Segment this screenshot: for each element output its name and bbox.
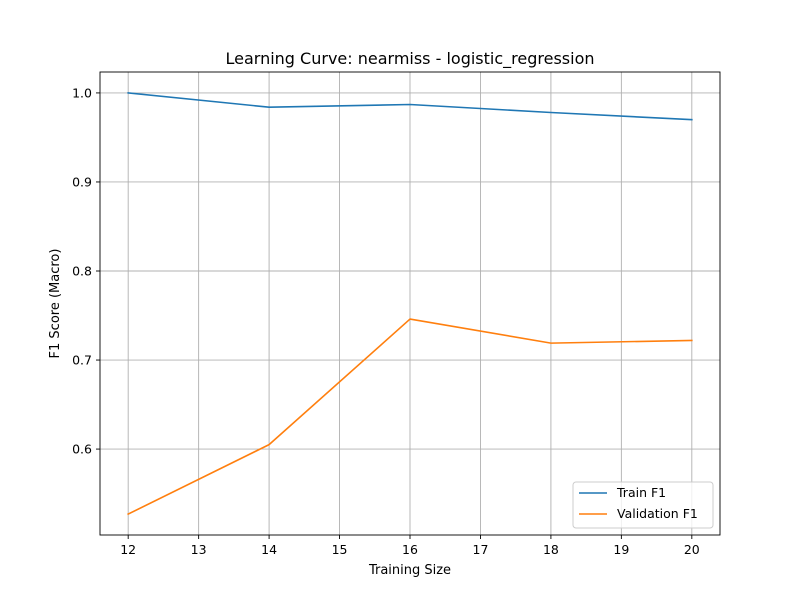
train-f1-line	[127, 92, 693, 121]
x-tick-label: 20	[684, 542, 700, 557]
x-tick-label: 16	[402, 542, 418, 557]
grid	[100, 72, 720, 535]
x-tick-label: 15	[332, 542, 348, 557]
y-tick-label: 1.0	[72, 85, 92, 100]
y-tick-label: 0.9	[72, 174, 92, 189]
x-tick-label: 18	[543, 542, 559, 557]
legend: Train F1 Validation F1	[572, 481, 714, 529]
legend-label-train: Train F1	[616, 485, 666, 500]
y-tick-label: 0.7	[72, 353, 92, 368]
x-axis-label: Training Size	[368, 563, 451, 578]
chart-title: Learning Curve: nearmiss - logistic_regr…	[226, 49, 595, 69]
y-axis-label: F1 Score (Macro)	[48, 249, 63, 359]
legend-label-validation: Validation F1	[617, 506, 698, 521]
x-tick-label: 17	[473, 542, 489, 557]
y-axis-ticks: 0.6 0.7 0.8 0.9 1.0	[72, 85, 100, 457]
validation-f1-line	[127, 318, 693, 516]
series-lines	[127, 92, 693, 516]
y-tick-label: 0.8	[72, 264, 92, 279]
y-tick-label: 0.6	[72, 442, 92, 457]
x-tick-label: 19	[613, 542, 629, 557]
x-tick-label: 14	[261, 542, 277, 557]
legend-box	[572, 481, 714, 529]
x-tick-label: 13	[191, 542, 207, 557]
x-tick-label: 12	[120, 542, 136, 557]
x-axis-ticks: 12 13 14 15 16 17 18 19 20	[120, 535, 700, 557]
